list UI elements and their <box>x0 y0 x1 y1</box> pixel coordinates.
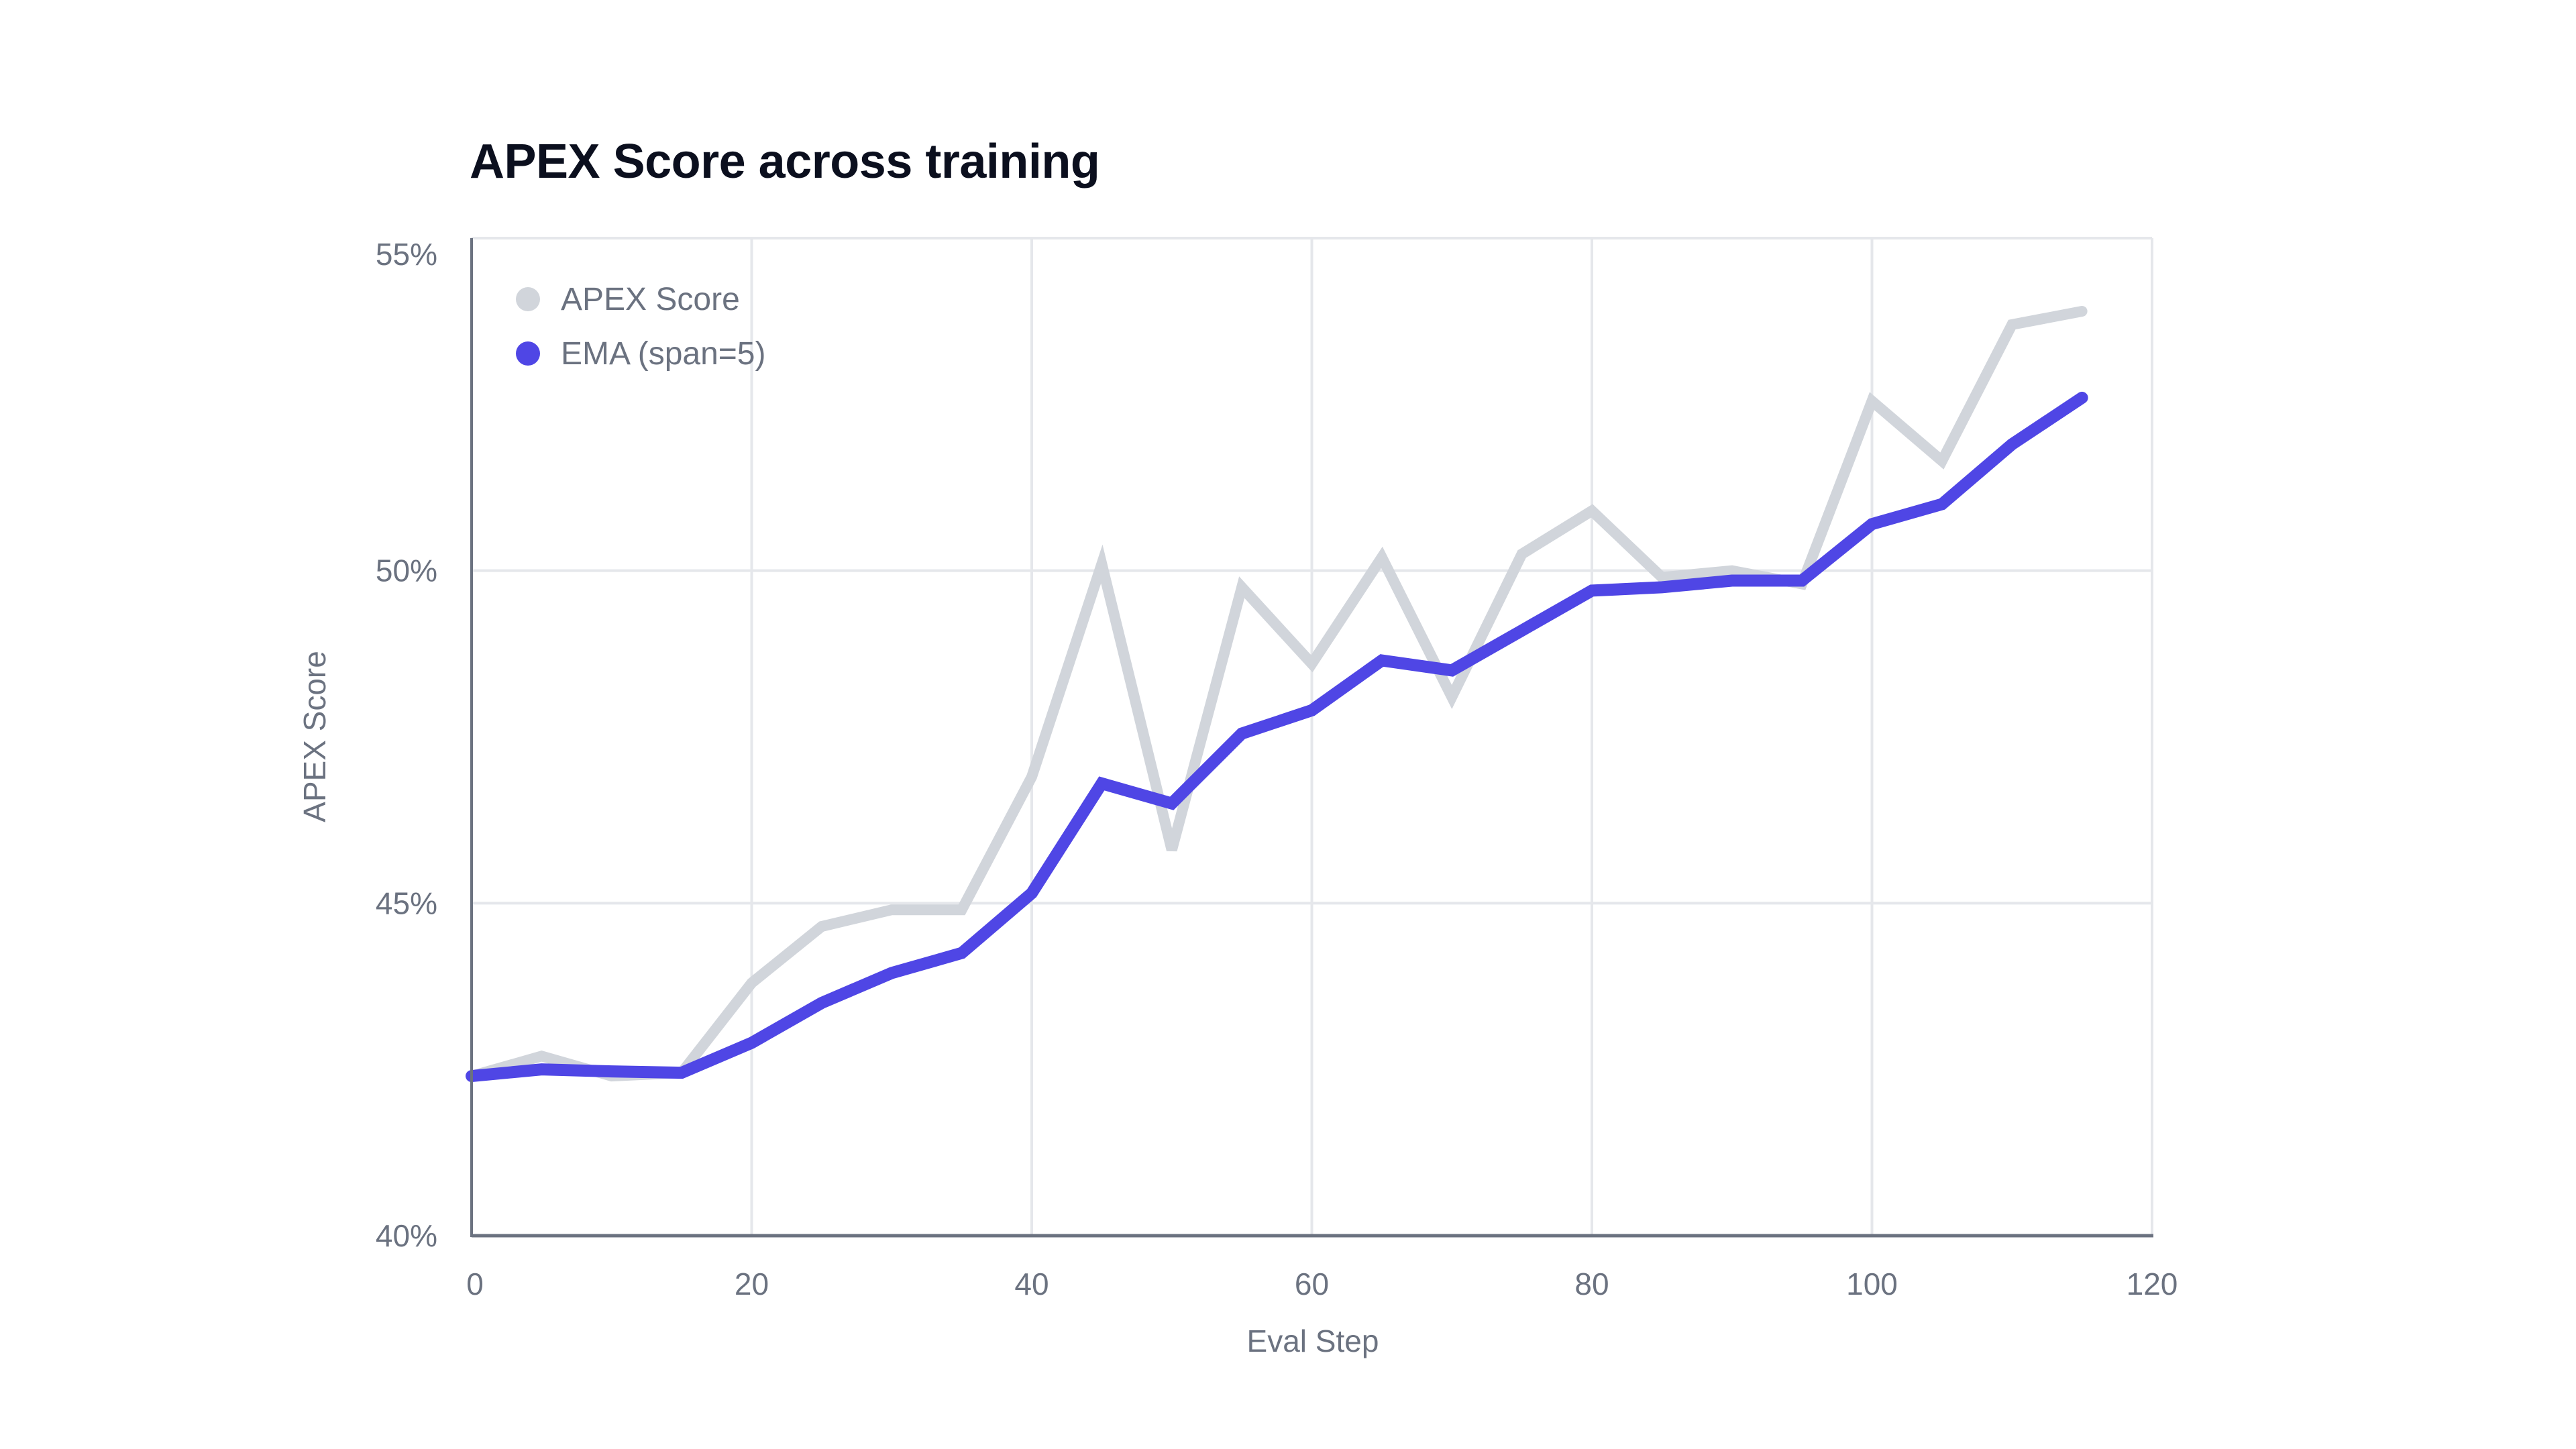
x-tick-label: 40 <box>1014 1267 1049 1301</box>
y-tick-label: 50% <box>376 553 437 588</box>
x-tick-label: 100 <box>1846 1267 1898 1301</box>
legend: APEX Score EMA (span=5) <box>516 282 765 372</box>
data-series <box>466 306 2088 1083</box>
legend-label: APEX Score <box>561 282 740 317</box>
x-tick-label: 120 <box>2127 1267 2178 1301</box>
legend-item-apex: APEX Score <box>516 282 740 317</box>
y-tick-label: 55% <box>376 237 437 272</box>
x-tick-label: 60 <box>1295 1267 1329 1301</box>
legend-label: EMA (span=5) <box>561 336 765 372</box>
legend-item-ema: EMA (span=5) <box>516 336 765 372</box>
x-axis-label: Eval Step <box>1247 1324 1379 1358</box>
x-tick-label: 20 <box>735 1267 769 1301</box>
chart-title: APEX Score across training <box>470 135 1100 189</box>
axes <box>470 238 2153 1238</box>
x-tick-label: 80 <box>1574 1267 1609 1301</box>
legend-swatch-icon <box>516 287 540 311</box>
y-tick-label: 45% <box>376 885 437 920</box>
y-axis-label: APEX Score <box>297 651 332 822</box>
series-line-ema <box>466 391 2088 1083</box>
y-tick-label: 40% <box>376 1218 437 1253</box>
legend-swatch-icon <box>516 341 540 366</box>
x-tick-label: 0 <box>466 1267 484 1301</box>
grid-lines <box>472 237 2153 1236</box>
tick-labels: 0 20 40 60 80 100 120 40% 45% 50% 55% <box>376 237 2178 1301</box>
series-line-apex-score <box>466 306 2088 1082</box>
